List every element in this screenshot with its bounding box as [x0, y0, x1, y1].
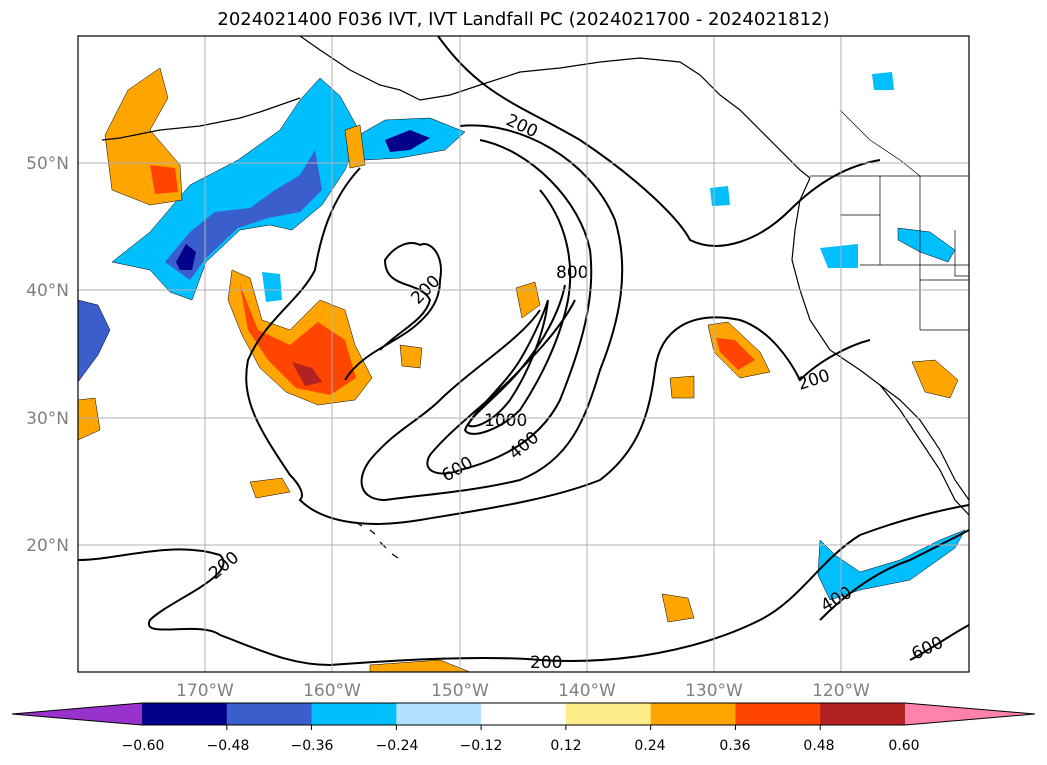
colorbar-swatch [311, 703, 397, 725]
baja-mexico-coast [879, 384, 969, 516]
colorbar-swatch [650, 703, 736, 725]
ivt-negative-shading [78, 72, 966, 601]
colorbar-tick-label: −0.48 [207, 738, 250, 754]
contour-200-inner [344, 242, 442, 381]
blue-shading-southeast [817, 529, 966, 601]
red-shading-northwest [150, 165, 178, 194]
colorbar-tick-label: −0.60 [122, 738, 165, 754]
colorbar-swatch [142, 703, 228, 725]
colorbar-tick-label: −0.36 [291, 738, 334, 754]
canada-province-line [839, 109, 921, 177]
contour-200-loop [245, 167, 871, 525]
contour-400-south [819, 529, 969, 621]
lon-label-130w: 130°W [685, 681, 743, 701]
colorbar-swatch [735, 703, 821, 725]
map-title: 2024021400 F036 IVT, IVT Landfall PC (20… [217, 9, 830, 30]
orange-shading-bottom-1 [661, 593, 695, 623]
orange-shading-bottom-2 [249, 477, 291, 499]
orange-shading-southern-california [911, 359, 959, 399]
orange-shading-mid-4 [344, 124, 366, 169]
colorbar-swatch [396, 703, 482, 725]
blue-shading-gulf-alaska [111, 77, 361, 301]
lat-label-30n: 30°N [26, 409, 69, 429]
contour-800 [463, 189, 572, 435]
blue-shading-left-edge [78, 299, 111, 383]
blue-shading-gulf-alaska-2 [165, 150, 322, 280]
map-content: 200 200 800 1000 400 600 200 200 400 600… [78, 36, 969, 673]
colorbar-tick-label: −0.12 [460, 738, 503, 754]
orange-shading-mid-1 [515, 281, 541, 319]
coastlines [101, 36, 969, 559]
contour-label: 800 [556, 263, 588, 283]
contour-1000 [466, 299, 549, 428]
contour-200-south [78, 504, 969, 667]
red-shading-center-west [240, 285, 356, 395]
lon-label-140w: 140°W [558, 681, 616, 701]
west-coast-us [791, 177, 969, 501]
blue-shading-small-2 [820, 244, 858, 268]
orange-shading-mid-3 [669, 375, 695, 399]
map-frame [77, 35, 970, 673]
lon-labels: 170°W 160°W 150°W 140°W 130°W 120°W [176, 681, 870, 701]
lon-label-170w: 170°W [176, 681, 234, 701]
navy-shading-northeast [385, 130, 430, 152]
orange-shading-south-center [369, 659, 471, 672]
colorbar-swatch [820, 703, 906, 725]
orange-shading-mid-2 [399, 344, 423, 369]
colorbar-tick-label: 0.12 [550, 738, 581, 754]
colorbar-tick-label: 0.36 [719, 738, 750, 754]
us-state-lines [840, 176, 969, 331]
colorbar-tick-label: 0.24 [634, 738, 665, 754]
contour-label: 1000 [484, 411, 527, 431]
blue-shading-oregon [897, 227, 956, 263]
contour-200-north [437, 36, 881, 247]
colorbar-tick-label: 0.48 [803, 738, 834, 754]
aleutian-islands [101, 97, 301, 141]
contour-label: 200 [530, 653, 562, 673]
lat-labels: 50°N 40°N 30°N 20°N [26, 154, 69, 556]
colorbar-outline [11, 702, 1036, 726]
blue-shading-small-4 [262, 272, 282, 302]
colorbar-swatch [481, 703, 567, 725]
red-shading-california-offshore [716, 338, 755, 370]
lon-label-150w: 150°W [431, 681, 489, 701]
firebrick-shading-center-west [292, 362, 322, 386]
blue-shading-small-1 [710, 186, 730, 206]
colorbar-tick-label: −0.24 [376, 738, 419, 754]
hawaii-islands [354, 521, 399, 559]
ivt-contours [78, 36, 969, 667]
lat-label-50n: 50°N [26, 154, 69, 174]
lat-label-20n: 20°N [26, 536, 69, 556]
ivt-positive-shading [78, 67, 959, 672]
blue-shading-small-3 [872, 72, 894, 90]
colorbar-extension-max [905, 703, 1035, 725]
colorbar-swatch [226, 703, 313, 725]
lat-label-40n: 40°N [26, 281, 69, 301]
contour-400 [360, 124, 624, 502]
colorbar-swatch [565, 703, 652, 725]
colorbar-tick-labels: −0.60 −0.48 −0.36 −0.24 −0.12 0.12 0.24 … [122, 738, 920, 754]
lon-label-160w: 160°W [303, 681, 361, 701]
lon-label-120w: 120°W [812, 681, 870, 701]
navy-shading-gulf-alaska [176, 244, 196, 270]
colorbar-extension-min [12, 703, 142, 725]
colorbar [11, 702, 1036, 730]
contour-600-south [909, 624, 969, 661]
alaska-coast [299, 36, 811, 179]
colorbar-tick-label: 0.60 [888, 738, 919, 754]
gridlines [78, 36, 969, 672]
orange-shading-left-edge [78, 397, 101, 441]
